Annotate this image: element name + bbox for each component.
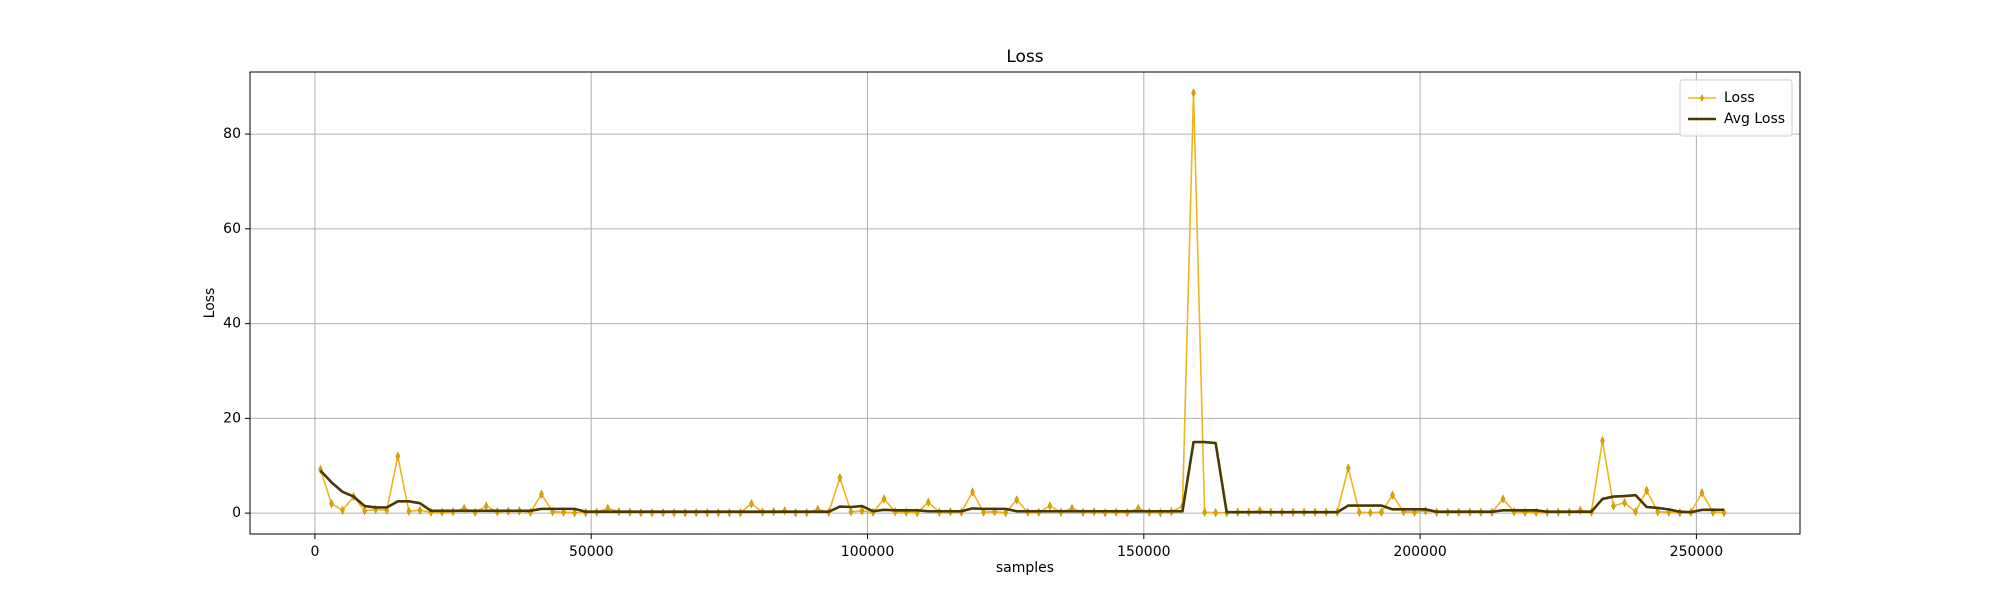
data-point	[1047, 501, 1053, 511]
data-point	[417, 505, 423, 515]
data-point	[483, 501, 489, 511]
axes-frame	[249, 71, 1801, 535]
y-tick-label: 0	[232, 505, 241, 521]
data-point	[1213, 508, 1218, 518]
legend-box	[1679, 79, 1793, 137]
x-tick-label: 250000	[1670, 544, 1723, 560]
y-axis-label: Loss	[202, 288, 218, 319]
data-point	[970, 487, 975, 497]
data-point	[1003, 508, 1008, 518]
data-point	[329, 499, 334, 509]
data-point	[981, 507, 986, 517]
data-point	[1622, 498, 1627, 508]
data-point	[362, 506, 367, 516]
data-point	[837, 472, 843, 483]
data-point	[749, 499, 754, 509]
data-point	[1611, 501, 1616, 511]
data-point	[406, 506, 412, 516]
data-point	[1633, 507, 1638, 517]
y-tick-label: 80	[223, 126, 241, 142]
legend-label: Loss	[1724, 90, 1755, 106]
y-tick-label: 60	[223, 221, 241, 237]
data-point	[1644, 485, 1649, 496]
data-point	[1158, 508, 1163, 518]
x-axis-label: samples	[996, 560, 1054, 576]
series-line	[319, 92, 1725, 514]
data-point	[1014, 495, 1020, 505]
legend-marker	[1700, 94, 1704, 102]
data-point	[1356, 507, 1362, 517]
x-tick-label: 0	[310, 544, 319, 560]
data-point	[439, 507, 445, 517]
data-point	[1257, 506, 1263, 516]
data-point	[881, 494, 887, 504]
data-point	[1379, 507, 1384, 517]
data-point	[1345, 463, 1351, 473]
data-point	[1202, 507, 1207, 517]
legend-label: Avg Loss	[1724, 111, 1785, 127]
data-point	[1655, 507, 1661, 517]
data-point	[1191, 88, 1196, 98]
data-point	[472, 507, 478, 517]
data-point	[1368, 508, 1373, 518]
x-tick-label: 50000	[569, 544, 614, 560]
data-point	[1390, 490, 1395, 500]
data-point	[848, 507, 854, 517]
data-point	[572, 508, 577, 518]
data-point	[1721, 508, 1727, 518]
data-point	[561, 507, 566, 517]
data-point	[1124, 508, 1130, 518]
x-tick-label: 200000	[1393, 544, 1446, 560]
data-point	[859, 506, 865, 516]
y-tick-label: 20	[223, 410, 241, 426]
data-point	[340, 505, 345, 515]
data-point	[925, 497, 931, 507]
data-point	[395, 451, 401, 461]
data-point	[1600, 435, 1605, 446]
data-point	[1500, 494, 1506, 504]
data-point	[1699, 488, 1705, 498]
x-tick-label: 150000	[1117, 544, 1170, 560]
data-point	[1102, 508, 1108, 518]
chart-title: Loss	[1006, 47, 1043, 67]
data-point	[539, 489, 544, 499]
series-line	[319, 440, 1725, 514]
y-tick-label: 40	[223, 316, 241, 332]
x-tick-label: 100000	[841, 544, 894, 560]
